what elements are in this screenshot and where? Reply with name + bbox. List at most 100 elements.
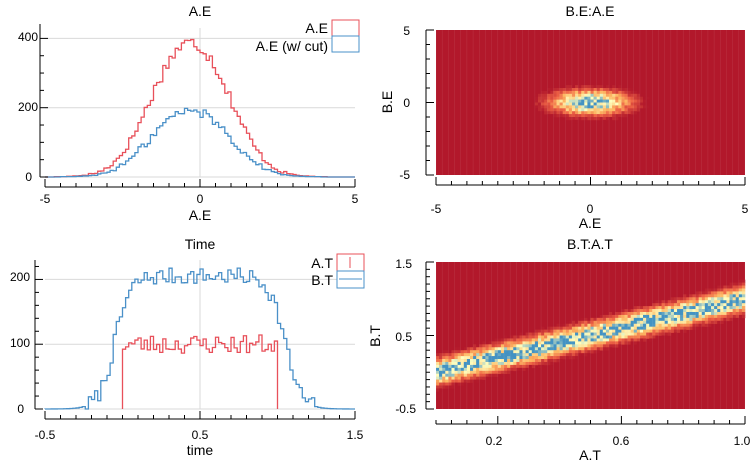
panel4-cell bbox=[436, 361, 440, 366]
panel2-cell bbox=[547, 111, 551, 115]
panel2-cell bbox=[624, 99, 628, 103]
panel4-cell bbox=[568, 356, 573, 360]
panel4-cell bbox=[568, 338, 573, 342]
panel4-cell bbox=[519, 364, 523, 369]
panel4-cell bbox=[476, 353, 480, 357]
panel4-cell bbox=[562, 329, 567, 333]
panel4-cell bbox=[562, 341, 567, 345]
panel2-cell bbox=[621, 114, 625, 118]
panel2-cell bbox=[599, 85, 604, 89]
panel4-cell bbox=[571, 323, 576, 327]
panel4-cell bbox=[683, 329, 687, 333]
panel2-cell bbox=[599, 117, 604, 121]
panel4-cell bbox=[621, 338, 625, 342]
panel4-cell bbox=[442, 367, 446, 372]
panel4-cell bbox=[491, 364, 496, 369]
panel4-cell bbox=[627, 332, 631, 336]
panel2-cell bbox=[581, 102, 585, 106]
panel4-cell bbox=[525, 356, 529, 360]
panel4-cell bbox=[516, 364, 520, 369]
panel2-cell bbox=[581, 90, 585, 95]
panel4-cell bbox=[476, 350, 480, 354]
panel4-cell bbox=[510, 356, 514, 360]
panel4-cell bbox=[578, 332, 582, 336]
panel4-cell bbox=[522, 344, 526, 348]
panel2-cell bbox=[584, 114, 588, 118]
panel-time-histogram: Time -0.5 0.5 1.5 0 100 200 time A.T B.T bbox=[10, 236, 365, 458]
panel4-cell bbox=[680, 317, 684, 322]
panel4-cell bbox=[503, 350, 508, 354]
panel2-cell bbox=[578, 105, 582, 109]
panel4-cell bbox=[439, 367, 443, 372]
panel4-cell bbox=[658, 303, 662, 307]
panel4-cell bbox=[565, 356, 570, 360]
panel4-cell bbox=[469, 347, 474, 351]
panel4-cell bbox=[460, 361, 465, 366]
panel4-cell bbox=[507, 361, 511, 366]
panel2-cell bbox=[578, 96, 582, 100]
panel4-cell bbox=[544, 350, 548, 354]
panel2-cell bbox=[624, 90, 628, 95]
panel4-cell bbox=[575, 344, 579, 348]
panel4-cell bbox=[618, 329, 622, 333]
panel4-cell bbox=[649, 320, 653, 325]
panel4-cell bbox=[621, 335, 625, 339]
panel4-cell bbox=[454, 379, 458, 383]
panel2-cell bbox=[537, 105, 542, 109]
panel2-cell bbox=[605, 93, 610, 97]
panel4-cell bbox=[714, 294, 718, 298]
panel4-cell bbox=[439, 376, 443, 380]
panel2-cell bbox=[624, 102, 628, 106]
panel4-cell bbox=[476, 341, 480, 345]
panel4-cell bbox=[479, 367, 483, 372]
panel2-cell bbox=[559, 111, 563, 115]
panel2-cell bbox=[609, 111, 613, 115]
panel2-cell bbox=[562, 96, 567, 100]
panel2-cell bbox=[605, 114, 610, 118]
panel4-cell bbox=[670, 309, 675, 313]
panel2-cell bbox=[541, 90, 545, 95]
panel4-cell bbox=[677, 311, 681, 316]
panel4-cell bbox=[457, 376, 462, 380]
panel4-cell bbox=[581, 344, 585, 348]
panel4-cell bbox=[633, 311, 638, 316]
panel4-cell bbox=[522, 347, 526, 351]
panel4-cell bbox=[479, 364, 483, 369]
panel4-cell bbox=[655, 303, 659, 307]
panel4-cell bbox=[673, 323, 678, 327]
panel4-cell bbox=[442, 385, 446, 389]
panel2-cell bbox=[633, 93, 638, 97]
panel2-cell bbox=[581, 93, 585, 97]
panel2-cell bbox=[575, 85, 579, 89]
panel4-cell bbox=[695, 311, 699, 316]
panel4-cell bbox=[485, 344, 489, 348]
panel4-cell bbox=[677, 317, 681, 322]
panel4-cell bbox=[701, 300, 706, 304]
panel4-cell bbox=[507, 370, 511, 375]
panel4-cell bbox=[615, 317, 619, 322]
panel2-cell bbox=[571, 96, 576, 100]
panel2-xlabel: A.E bbox=[579, 215, 602, 231]
panel2-cell bbox=[584, 99, 588, 103]
panel4-cell bbox=[655, 317, 659, 322]
panel4-cell bbox=[735, 291, 740, 295]
panel4-cell bbox=[534, 353, 539, 357]
panel2-cell bbox=[599, 102, 604, 106]
panel4-cell bbox=[602, 323, 607, 327]
panel4-cell bbox=[729, 303, 733, 307]
panel4-cell bbox=[503, 370, 508, 375]
panel2-cell bbox=[630, 111, 635, 115]
panel2-cell bbox=[636, 102, 641, 106]
panel4-cell bbox=[473, 364, 477, 369]
panel2-cell bbox=[624, 108, 628, 112]
panel4-cell bbox=[707, 314, 712, 319]
panel4-cell bbox=[717, 294, 721, 298]
panel4-cell bbox=[513, 341, 517, 345]
panel4-cell bbox=[732, 291, 737, 295]
panel4-cell bbox=[457, 350, 462, 354]
panel4-cell bbox=[488, 361, 492, 366]
panel4-cell bbox=[575, 353, 579, 357]
panel4-cell bbox=[544, 359, 548, 363]
panel2-cell bbox=[559, 114, 563, 118]
panel2-cell bbox=[556, 105, 560, 109]
